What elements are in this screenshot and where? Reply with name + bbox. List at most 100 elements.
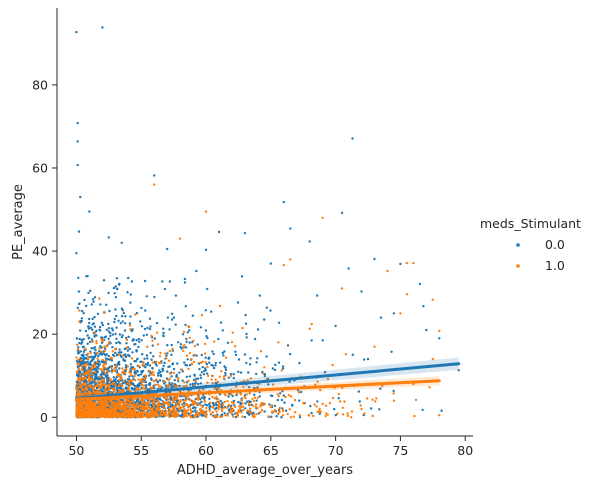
- series-0-point: [280, 398, 284, 402]
- series-1-point: [114, 408, 118, 411]
- series-1-point: [140, 384, 143, 387]
- series-0-point: [203, 395, 206, 399]
- series-0-point: [195, 269, 198, 273]
- series-0-point: [114, 308, 117, 311]
- series-1-point: [137, 409, 140, 412]
- series-1-point: [76, 371, 79, 374]
- series-0-point: [199, 326, 203, 329]
- series-1-point: [80, 359, 83, 362]
- series-1-point: [175, 410, 178, 413]
- series-0-point: [129, 301, 132, 304]
- series-0-point: [136, 357, 139, 360]
- series-1-point: [232, 402, 235, 406]
- series-1-point: [94, 380, 97, 383]
- series-1-point: [230, 340, 234, 344]
- series-1-point: [199, 407, 202, 411]
- series-1-point: [278, 410, 281, 414]
- series-0-point: [224, 366, 227, 369]
- series-1-point: [103, 391, 107, 394]
- series-1-point: [286, 412, 289, 416]
- series-1-point: [337, 392, 340, 396]
- series-0-point: [249, 400, 252, 404]
- series-0-point: [283, 401, 286, 404]
- series-1-point: [217, 408, 220, 411]
- series-1-point: [142, 406, 145, 410]
- series-1-point: [98, 347, 101, 350]
- series-1-point: [92, 387, 95, 390]
- series-0-point: [95, 334, 98, 337]
- series-1-point: [88, 390, 91, 393]
- series-0-point: [119, 322, 123, 325]
- series-1-point: [123, 415, 127, 418]
- series-1-point: [99, 381, 102, 384]
- series-1-point: [116, 374, 119, 377]
- axes: 50 55 60 65 70 75 80 0 20 40 60 80: [32, 8, 473, 458]
- series-0-point: [245, 361, 248, 365]
- series-0-point: [188, 375, 192, 378]
- series-1-point: [195, 412, 198, 415]
- series-0-point: [358, 400, 361, 403]
- series-0-point: [168, 328, 171, 331]
- series-1-point: [117, 399, 120, 402]
- series-0-point: [162, 327, 165, 330]
- series-1-point: [234, 385, 238, 388]
- series-1-point: [84, 408, 87, 411]
- series-0-point: [86, 360, 90, 363]
- series-1-point: [134, 406, 137, 409]
- series-1-point: [185, 414, 188, 418]
- series-1-point: [159, 385, 163, 388]
- y-tick-label: 60: [32, 160, 48, 175]
- series-1-point: [341, 406, 344, 409]
- series-1-point: [163, 401, 166, 404]
- series-0-point: [115, 277, 119, 280]
- series-0-point: [95, 376, 98, 380]
- series-1-point: [143, 411, 146, 414]
- series-1-point: [178, 407, 181, 411]
- series-1-point: [146, 413, 150, 416]
- series-0-point: [97, 378, 101, 381]
- series-0-point: [106, 367, 110, 371]
- series-0-point: [269, 309, 272, 312]
- series-0-point: [227, 408, 231, 412]
- series-1-point: [123, 400, 126, 403]
- series-0-point: [78, 369, 81, 372]
- series-0-point: [152, 355, 155, 358]
- series-0-point: [289, 227, 292, 230]
- series-1-point: [89, 409, 92, 412]
- series-0-point: [194, 409, 197, 412]
- series-1-point: [122, 354, 125, 357]
- series-0-point: [184, 397, 188, 400]
- series-0-point: [186, 331, 189, 334]
- series-1-point: [197, 398, 200, 401]
- series-1-point: [106, 403, 110, 407]
- series-0-point: [185, 364, 189, 367]
- series-1-point: [121, 389, 125, 393]
- series-0-point: [170, 375, 173, 378]
- series-1-point: [307, 413, 310, 417]
- series-0-point: [232, 376, 235, 380]
- series-1-point: [210, 378, 213, 381]
- series-1-point: [224, 356, 228, 359]
- series-1-point: [204, 361, 207, 364]
- series-0-point: [126, 291, 129, 294]
- series-1-point: [217, 401, 221, 405]
- series-1-point: [144, 415, 147, 418]
- series-1-point: [126, 365, 130, 368]
- series-1-point: [129, 379, 132, 382]
- series-1-point: [171, 399, 175, 403]
- series-1-point: [155, 411, 158, 415]
- series-1-point: [104, 386, 107, 389]
- series-1-point: [167, 383, 170, 387]
- series-1-point: [128, 370, 131, 374]
- series-1-point: [278, 406, 281, 410]
- series-0-point: [208, 404, 212, 408]
- series-1-point: [199, 361, 203, 364]
- series-1-point: [127, 403, 131, 406]
- series-0-point: [99, 329, 102, 332]
- series-1-point: [164, 411, 167, 414]
- series-0-point: [137, 397, 140, 400]
- series-1-point: [82, 383, 85, 387]
- series-0-point: [173, 379, 176, 382]
- series-1-point: [83, 388, 86, 391]
- series-1-point: [91, 405, 95, 409]
